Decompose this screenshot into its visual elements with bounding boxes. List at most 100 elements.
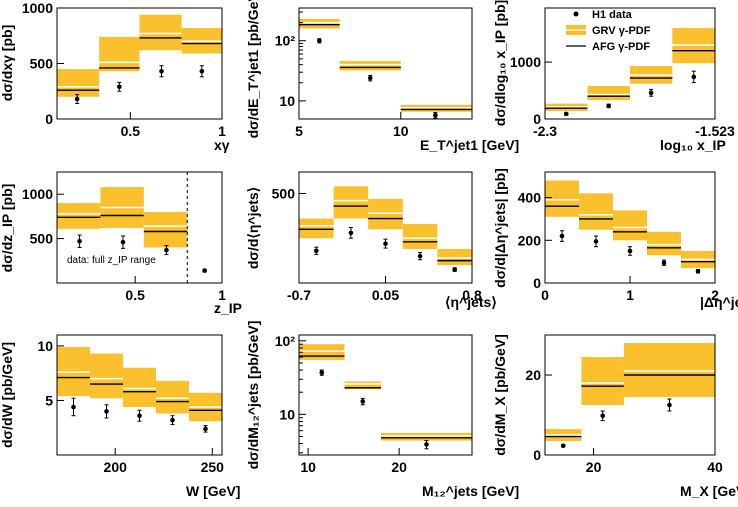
xtick-label-et-0: 5 (295, 123, 303, 139)
legend-symbol-data (573, 11, 579, 17)
legend: H1 data GRV γ-PDF AFG γ-PDF (566, 9, 651, 53)
ytick-label-deta-1: 200 (518, 232, 542, 248)
panel-mx: 20 40 0 20 M_X [GeV] dσ/dM_X [pb/GeV] (492, 334, 738, 499)
data-point-xgamma-3 (199, 68, 205, 74)
panel-deta: 0 1 2 0 200 400 |Δη^jets| dσ/d|Δη^jets| [pb] (492, 168, 738, 310)
grv-band-deta-1 (579, 193, 613, 230)
xtick-label-mx-1: 40 (707, 459, 723, 475)
data-point-zip-2 (164, 247, 169, 253)
grv-band-mx-1 (581, 357, 624, 405)
ytick-label-mx-0: 0 (533, 447, 541, 463)
ylabel-w: dσ/dW [pb/GeV] (0, 342, 15, 448)
data-point-w-1 (104, 409, 109, 414)
ytick-label-w-0: 5 (45, 392, 53, 408)
ylabel-eta: dσ/d⟨η^jets⟩ (245, 187, 261, 269)
xtick-label-et-1: 10 (393, 123, 409, 139)
ytick-label-m12-1: 10² (275, 333, 296, 349)
ytick-label-mx-1: 20 (525, 367, 541, 383)
xlabel-xip: log₁₀ x_IP (660, 137, 726, 153)
axes-frame-mx (544, 334, 716, 456)
xtick-label-eta-2: 0.8 (462, 287, 482, 303)
ytick-label-xgamma-1: 500 (30, 56, 54, 72)
data-point-eta-0 (314, 248, 319, 254)
data-point-m12-0 (319, 370, 325, 375)
xlabel-eta: ⟨η^jets⟩ (445, 294, 497, 310)
grv-band-et-1 (339, 61, 401, 71)
xtick-label-xip-0: -2.3 (533, 123, 557, 139)
xtick-label-zip-1: 1 (218, 287, 226, 303)
data-point-et-1 (367, 75, 373, 81)
legend-label-0: H1 data (592, 9, 633, 21)
grv-band-deta-0 (545, 180, 579, 217)
xlabel-m12: M₁₂^jets [GeV] (422, 483, 519, 499)
xlabel-mx: M_X [GeV] (680, 483, 738, 499)
data-point-deta-4 (695, 268, 701, 274)
ytick-label-xip-1: 1000 (510, 54, 541, 70)
axes-frame-zip (56, 171, 223, 284)
panel-eta: -0.7 0.05 0.8 500 ⟨η^jets⟩ dσ/d⟨η^jets⟩ (245, 171, 497, 310)
ytick-label-et-1: 10² (275, 33, 296, 49)
grv-band-eta-0 (299, 218, 334, 239)
data-point-xip-1 (606, 103, 611, 109)
xlabel-et: E_T^jet1 [GeV] (420, 137, 519, 153)
grv-band-eta-2 (368, 198, 403, 230)
grv-band-eta-3 (402, 223, 438, 249)
grv-band-w-3 (156, 380, 189, 414)
data-point-w-0 (71, 404, 76, 410)
data-point-et-2 (433, 112, 438, 118)
axes-frame-xip (544, 7, 716, 120)
data-point-zip-1 (120, 239, 126, 245)
ytick-label-xip-0: 0 (533, 111, 541, 127)
panel-xip: -2.3 -1.523 0 1000 log₁₀ x_IP dσ/dlog₁₀ x_IP … (492, 0, 735, 153)
data-point-eta-1 (348, 230, 354, 236)
data-point-eta-2 (383, 241, 388, 246)
panel-xgamma: 0.5 1 0 500 1000 xγ dσ/dxγ [pb] (0, 0, 230, 153)
data-point-eta-3 (417, 253, 423, 259)
data-point-m12-1 (360, 399, 366, 404)
data-point-w-3 (170, 417, 175, 423)
ylabel-mx: dσ/dM_X [pb/GeV] (492, 334, 508, 456)
grv-band-w-2 (123, 367, 156, 407)
xtick-label-w-0: 200 (104, 459, 128, 475)
grv-band-eta-1 (333, 186, 369, 219)
grv-band-eta-4 (437, 248, 472, 266)
ylabel-deta: dσ/d|Δη^jets| [pb] (492, 168, 508, 288)
xtick-label-mx-0: 20 (586, 459, 602, 475)
data-point-zip-0 (77, 238, 82, 244)
data-point-xgamma-1 (117, 84, 122, 90)
xtick-label-deta-2: 2 (711, 287, 719, 303)
data-point-eta-4 (452, 267, 458, 272)
grv-band-xgamma-1 (99, 36, 140, 72)
annotation-zip: data: full z_IP range (67, 255, 156, 266)
grv-band-m12-2 (380, 432, 472, 441)
grv-band-mx-2 (623, 343, 715, 397)
xtick-label-eta-0: -0.7 (287, 287, 311, 303)
grv-band-deta-3 (647, 231, 681, 256)
xtick-label-eta-1: 0.05 (372, 287, 399, 303)
ytick-label-xgamma-2: 1000 (22, 0, 53, 16)
grv-band-zip-0 (57, 203, 101, 229)
xtick-label-xgamma-1: 1 (218, 123, 226, 139)
ytick-label-eta-0: 500 (272, 185, 296, 201)
legend-label-2: AFG γ-PDF (592, 41, 650, 53)
data-point-deta-1 (593, 239, 599, 244)
xtick-label-xgamma-0: 0.5 (121, 123, 141, 139)
xtick-label-deta-1: 1 (626, 287, 634, 303)
xtick-label-xip-1: -1.523 (695, 123, 735, 139)
data-point-mx-0 (560, 443, 566, 449)
ylabel-xgamma: dσ/dxγ [pb] (0, 25, 15, 101)
axes-frame-w (56, 334, 223, 456)
data-point-w-2 (137, 413, 142, 419)
ytick-label-deta-2: 400 (518, 190, 542, 206)
panel-w: 200 250 5 10 W [GeV] dσ/dW [pb/GeV] (0, 334, 240, 499)
xtick-label-zip-0: 0.5 (125, 287, 145, 303)
grv-band-zip-2 (143, 211, 188, 248)
axes-frame-et (298, 7, 473, 120)
ytick-label-et-0: 10 (279, 93, 295, 109)
ytick-label-xgamma-0: 0 (45, 111, 53, 127)
data-point-et-0 (317, 38, 322, 44)
xtick-label-m12-0: 10 (300, 459, 316, 475)
legend-label-1: GRV γ-PDF (592, 25, 651, 37)
data-point-zip-3 (202, 268, 207, 273)
